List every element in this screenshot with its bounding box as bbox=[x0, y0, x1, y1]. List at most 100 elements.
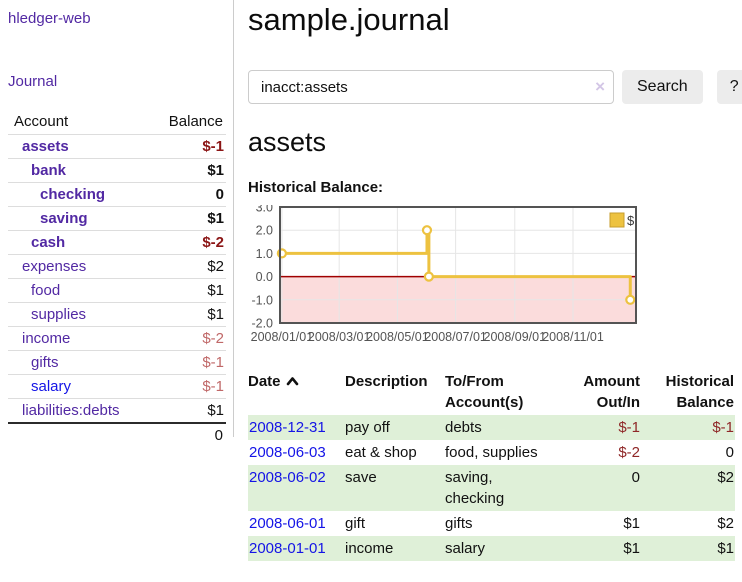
account-link[interactable]: cash bbox=[31, 234, 66, 251]
transaction-amount: $-2 bbox=[618, 444, 640, 461]
clear-search-icon[interactable]: × bbox=[595, 77, 605, 96]
help-button[interactable]: ? bbox=[716, 70, 742, 104]
account-balance: $1 bbox=[207, 162, 224, 179]
y-axis-tick-label: 1.0 bbox=[256, 247, 273, 261]
y-axis-tick-label: 3.0 bbox=[256, 205, 273, 215]
y-axis-tick-label: 2.0 bbox=[256, 224, 273, 238]
account-balance: $1 bbox=[207, 210, 224, 227]
transaction-balance: $1 bbox=[717, 540, 734, 557]
account-balance: $-2 bbox=[202, 234, 224, 251]
date-column-header[interactable]: Date bbox=[248, 369, 345, 415]
register-header-row: Date Description To/From Account(s) Amou… bbox=[248, 369, 735, 415]
transaction-accounts: saving, checking bbox=[445, 469, 505, 507]
account-row: assets $-1 bbox=[8, 135, 226, 159]
account-balance: $-2 bbox=[202, 330, 224, 347]
account-balance: $1 bbox=[207, 402, 224, 419]
transaction-amount: $-1 bbox=[618, 419, 640, 436]
account-row: cash $-2 bbox=[8, 230, 226, 255]
account-balance: $1 bbox=[207, 306, 224, 323]
account-link[interactable]: gifts bbox=[31, 354, 59, 371]
account-link[interactable]: food bbox=[31, 282, 61, 299]
chart-title: Historical Balance: bbox=[248, 179, 384, 196]
sort-ascending-icon bbox=[286, 371, 299, 392]
transaction-balance: $-1 bbox=[712, 419, 734, 436]
chart-canvas[interactable]: 2008/01/012008/03/012008/05/012008/07/01… bbox=[248, 201, 642, 353]
account-link[interactable]: expenses bbox=[22, 258, 87, 275]
account-heading: assets bbox=[248, 127, 327, 157]
x-axis-tick-label: 2008/09/01 bbox=[484, 330, 547, 344]
accounts-header-row: Account Balance bbox=[8, 110, 226, 135]
y-axis-tick-label: -1.0 bbox=[251, 293, 273, 307]
account-link[interactable]: income bbox=[22, 330, 71, 347]
chart-legend: $ bbox=[609, 212, 635, 228]
transaction-row: 2008-06-01 gift gifts $1 $2 bbox=[248, 511, 735, 536]
transaction-date-link[interactable]: 2008-06-02 bbox=[249, 469, 326, 486]
transaction-date-link[interactable]: 2008-01-01 bbox=[249, 540, 326, 557]
transaction-accounts: food, supplies bbox=[445, 444, 538, 461]
x-axis-tick-label: 2008/11/01 bbox=[542, 330, 604, 344]
account-row: food $1 bbox=[8, 278, 226, 303]
account-balance: $-1 bbox=[202, 354, 224, 371]
transaction-accounts: debts bbox=[445, 419, 482, 436]
accounts-column-header: To/From Account(s) bbox=[445, 373, 524, 411]
x-axis-tick-label: 2008/05/01 bbox=[366, 330, 429, 344]
account-balance: $-1 bbox=[202, 378, 224, 395]
transaction-row: 2008-12-31 pay off debts $-1 $-1 bbox=[248, 415, 735, 440]
account-row: saving $1 bbox=[8, 206, 226, 231]
transaction-description: save bbox=[345, 469, 377, 486]
account-balance: $2 bbox=[207, 258, 224, 275]
main-panel: sample.journal × Search ? assets Histori… bbox=[248, 0, 742, 561]
register-table: Date Description To/From Account(s) Amou… bbox=[248, 369, 735, 561]
transaction-date-link[interactable]: 2008-12-31 bbox=[249, 419, 326, 436]
search-input[interactable] bbox=[248, 70, 614, 104]
x-axis-tick-label: 2008/03/01 bbox=[308, 330, 371, 344]
account-link[interactable]: assets bbox=[22, 138, 69, 155]
search-button[interactable]: Search bbox=[622, 70, 703, 104]
sidebar-item-journal[interactable]: Journal bbox=[8, 73, 58, 90]
sidebar: hledger-web Journal Account Balance asse… bbox=[8, 0, 226, 447]
account-row: gifts $-1 bbox=[8, 350, 226, 375]
transaction-balance: $2 bbox=[717, 469, 734, 486]
transaction-row: 2008-06-02 save saving, checking 0 $2 bbox=[248, 465, 735, 511]
account-row: expenses $2 bbox=[8, 254, 226, 279]
transaction-description: income bbox=[345, 540, 394, 557]
transaction-amount: $1 bbox=[623, 515, 640, 532]
y-axis-tick-label: -2.0 bbox=[251, 317, 273, 331]
account-link[interactable]: saving bbox=[40, 210, 88, 227]
accounts-total-row: 0 bbox=[8, 422, 226, 447]
historical-balance-chart[interactable]: 2008/01/01 2008/03/01 2008/05/01 2008/07/01… bbox=[248, 201, 735, 357]
transaction-accounts: salary bbox=[445, 540, 486, 557]
account-link[interactable]: liabilities:debts bbox=[22, 402, 120, 419]
account-row: checking 0 bbox=[8, 182, 226, 207]
x-axis-tick-label: 2008/01/01 bbox=[251, 330, 314, 344]
account-column-header: Account bbox=[8, 110, 149, 135]
transaction-balance: 0 bbox=[725, 444, 734, 461]
transaction-description: pay off bbox=[345, 419, 390, 436]
transaction-accounts: gifts bbox=[445, 515, 473, 532]
balance-column-header-register: Historical Balance bbox=[665, 373, 734, 411]
account-balance: 0 bbox=[215, 186, 224, 203]
transaction-amount: $1 bbox=[623, 540, 640, 557]
description-column-header: Description bbox=[345, 373, 428, 390]
accounts-total-value: 0 bbox=[148, 422, 226, 447]
account-link[interactable]: bank bbox=[31, 162, 67, 179]
account-balance: $1 bbox=[207, 282, 224, 299]
transaction-description: gift bbox=[345, 515, 366, 532]
account-row: bank $1 bbox=[8, 158, 226, 183]
transaction-date-link[interactable]: 2008-06-03 bbox=[249, 444, 326, 461]
legend-series-label: $ bbox=[627, 213, 635, 228]
account-link[interactable]: salary bbox=[31, 378, 72, 395]
app-title-link[interactable]: hledger-web bbox=[8, 10, 91, 27]
transaction-date-link[interactable]: 2008-06-01 bbox=[249, 515, 326, 532]
search-bar: × Search ? bbox=[248, 70, 742, 104]
account-row: salary $-1 bbox=[8, 374, 226, 399]
sidebar-divider bbox=[233, 0, 234, 437]
x-axis-tick-label: 2008/07/01 bbox=[424, 330, 487, 344]
y-axis-tick-label: 0.0 bbox=[256, 270, 273, 284]
balance-column-header: Balance bbox=[148, 110, 226, 135]
account-row: income $-2 bbox=[8, 326, 226, 351]
accounts-table: Account Balance assets $-1 bank $1 checking 0… bbox=[8, 110, 226, 447]
transaction-row: 2008-01-01 income salary $1 $1 bbox=[248, 536, 735, 561]
account-link[interactable]: supplies bbox=[31, 306, 87, 323]
account-link[interactable]: checking bbox=[40, 186, 106, 203]
